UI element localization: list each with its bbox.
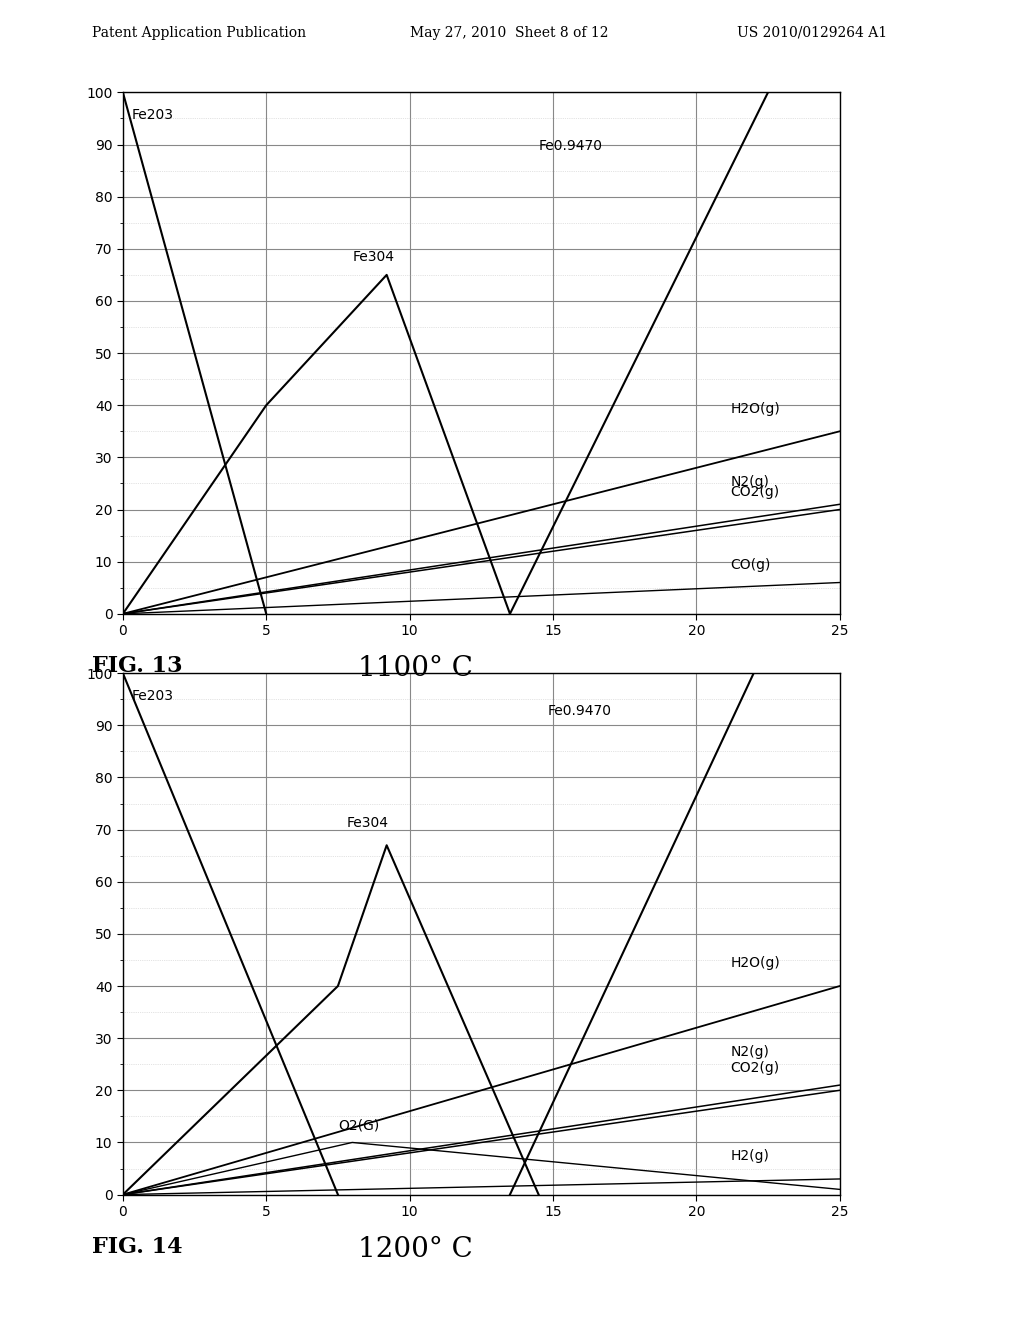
Text: N2(g): N2(g)	[731, 475, 770, 488]
Text: Fe203: Fe203	[131, 108, 173, 121]
Text: H2O(g): H2O(g)	[731, 957, 780, 970]
Text: N2(g): N2(g)	[731, 1045, 770, 1059]
Text: 1200° C: 1200° C	[358, 1236, 473, 1262]
Text: CO2(g): CO2(g)	[731, 484, 780, 499]
Text: Fe304: Fe304	[352, 251, 394, 264]
Text: Fe203: Fe203	[131, 689, 173, 702]
Text: US 2010/0129264 A1: US 2010/0129264 A1	[737, 26, 888, 40]
Text: FIG. 14: FIG. 14	[92, 1236, 182, 1258]
Text: Fe304: Fe304	[346, 816, 388, 830]
Text: H2O(g): H2O(g)	[731, 401, 780, 416]
Text: 1100° C: 1100° C	[358, 655, 473, 681]
Text: H2(g): H2(g)	[731, 1150, 770, 1163]
Text: O2(G): O2(G)	[338, 1118, 379, 1133]
Text: Fe0.9470: Fe0.9470	[547, 705, 611, 718]
Text: CO(g): CO(g)	[731, 558, 771, 572]
Text: CO2(g): CO2(g)	[731, 1061, 780, 1074]
Text: FIG. 13: FIG. 13	[92, 655, 182, 677]
Text: Patent Application Publication: Patent Application Publication	[92, 26, 306, 40]
Text: Fe0.9470: Fe0.9470	[539, 140, 602, 153]
Text: May 27, 2010  Sheet 8 of 12: May 27, 2010 Sheet 8 of 12	[410, 26, 608, 40]
